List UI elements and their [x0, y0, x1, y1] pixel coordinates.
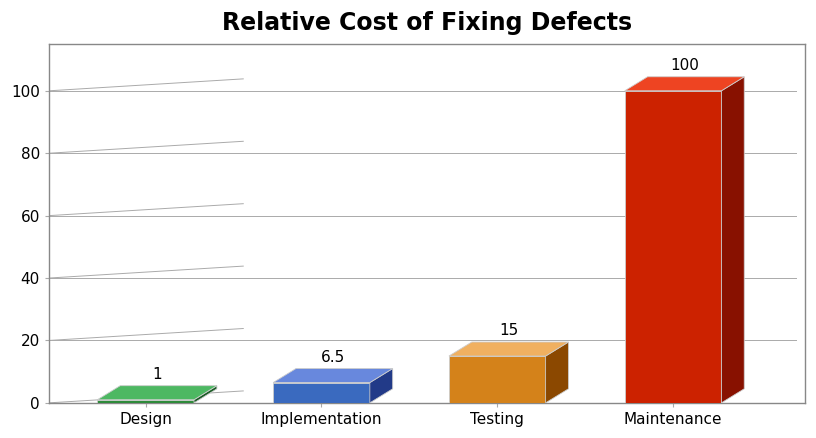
Polygon shape: [449, 342, 569, 356]
Polygon shape: [97, 386, 217, 400]
Polygon shape: [273, 368, 392, 382]
Polygon shape: [194, 386, 217, 403]
Polygon shape: [625, 91, 721, 403]
Polygon shape: [721, 77, 744, 403]
Polygon shape: [273, 382, 370, 403]
Polygon shape: [625, 77, 744, 91]
Text: 15: 15: [499, 323, 518, 338]
Polygon shape: [97, 400, 194, 403]
Polygon shape: [546, 342, 569, 403]
Polygon shape: [449, 356, 546, 403]
Text: 1: 1: [153, 367, 162, 382]
Title: Relative Cost of Fixing Defects: Relative Cost of Fixing Defects: [222, 11, 632, 35]
Text: 100: 100: [670, 58, 699, 73]
Text: 6.5: 6.5: [321, 350, 345, 365]
Polygon shape: [370, 368, 392, 403]
